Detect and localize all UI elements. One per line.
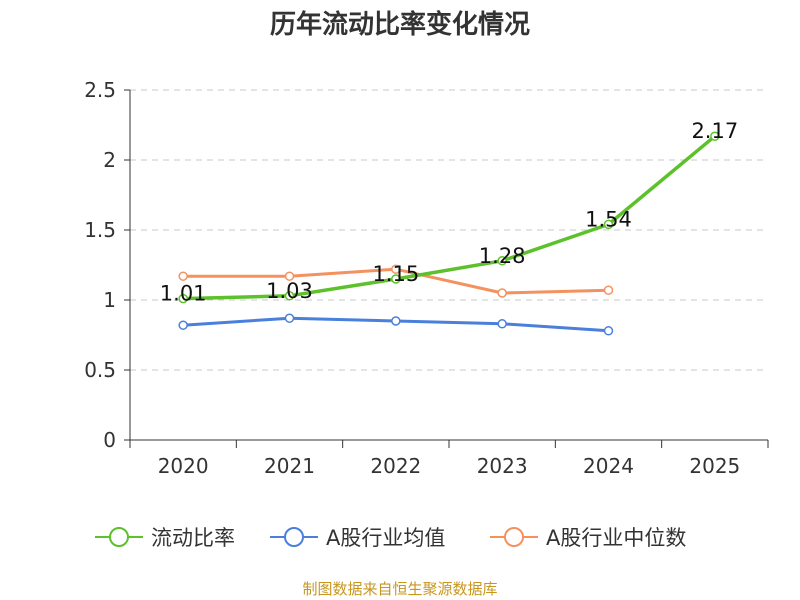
data-point: [603, 285, 614, 295]
y-tick-label: 2: [103, 148, 116, 172]
data-point: [497, 256, 507, 266]
data-point: [284, 291, 295, 301]
axes: 0 0.5 1 1.5 2 2.5 2020 2021 2022 2023 2024 2025: [84, 78, 769, 478]
x-tick-label: 2023: [477, 454, 528, 478]
data-label: 1.01: [160, 282, 207, 306]
data-point: [391, 316, 401, 326]
legend-label: A股行业中位数: [546, 526, 687, 550]
legend-label: A股行业均值: [326, 526, 446, 550]
gridlines: [130, 89, 768, 371]
data-labels: 1.01 1.03 1.15 1.28 1.54 2.17: [160, 119, 738, 305]
data-source-note: 制图数据来自恒生聚源数据库: [302, 580, 498, 598]
data-label: 2.17: [691, 119, 738, 143]
data-point: [603, 219, 614, 230]
legend-line-icon: [490, 527, 538, 547]
x-tick-label: 2022: [370, 454, 421, 478]
data-label: 1.15: [372, 262, 419, 286]
x-tick-label: 2021: [264, 454, 315, 478]
data-point: [284, 313, 295, 323]
data-point: [178, 320, 188, 330]
data-label: 1.03: [266, 279, 313, 303]
data-point: [391, 264, 401, 274]
legend-item-industry-median[interactable]: A股行业中位数: [490, 520, 686, 554]
legend: 流动比率 A股行业均值 A股行业中位数: [0, 520, 800, 554]
legend-line-icon: [270, 527, 318, 547]
data-point: [710, 131, 720, 141]
data-point: [497, 319, 507, 329]
legend-item-current-ratio[interactable]: 流动比率: [95, 520, 235, 554]
data-label: 1.28: [479, 244, 526, 268]
data-point: [178, 271, 188, 281]
data-point: [391, 274, 401, 284]
data-point: [284, 271, 295, 281]
series-lines: [178, 131, 720, 336]
x-tick-label: 2025: [689, 454, 740, 478]
chart-title: 历年流动比率变化情况: [269, 10, 530, 40]
data-point: [178, 293, 188, 304]
series-line: [183, 134, 716, 301]
legend-label: 流动比率: [151, 526, 235, 550]
y-tick-label: 2.5: [84, 78, 116, 102]
legend-item-industry-mean[interactable]: A股行业均值: [270, 520, 445, 554]
y-tick-label: 0: [103, 428, 116, 452]
data-label: 1.54: [585, 207, 632, 231]
data-point: [603, 326, 614, 336]
data-point: [497, 288, 507, 298]
y-tick-label: 1: [103, 288, 116, 312]
y-tick-label: 0.5: [84, 358, 116, 382]
x-tick-label: 2024: [583, 454, 634, 478]
legend-line-icon: [95, 527, 143, 547]
x-tick-label: 2020: [158, 454, 209, 478]
y-tick-label: 1.5: [84, 218, 116, 242]
